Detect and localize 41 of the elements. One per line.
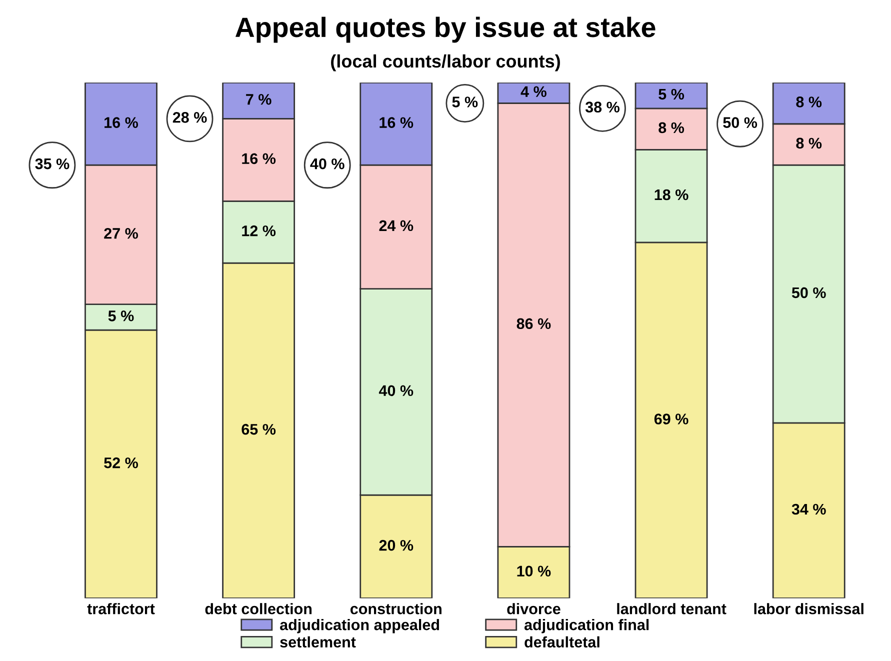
data-label: 65 % — [242, 424, 276, 435]
x-tick-label: labor dismissal — [754, 603, 864, 614]
x-tick-label: landlord tenant — [617, 603, 726, 614]
data-label: 24 % — [379, 220, 414, 232]
legend-label: adjudication final — [524, 619, 649, 634]
annotation: 40 % — [310, 158, 344, 170]
legend-label: defaultetal — [524, 636, 600, 648]
data-label: 52 % — [104, 457, 138, 468]
annotation: 28 % — [172, 112, 207, 123]
data-label: 4 % — [520, 86, 546, 98]
data-label: 34 % — [792, 504, 826, 515]
annotation: 50 % — [723, 117, 758, 128]
annotation: 35 % — [35, 158, 70, 170]
legend-label: adjudication appealed — [280, 619, 439, 634]
data-label: 12 % — [242, 225, 276, 236]
data-label: 8 % — [796, 96, 822, 108]
data-label: 5 % — [658, 88, 684, 100]
annotation: 38 % — [585, 102, 620, 113]
x-tick-label: divorce — [507, 603, 560, 614]
data-label: 16 % — [380, 117, 414, 128]
data-label: 10 % — [517, 566, 551, 577]
x-tick-label: construction — [350, 603, 442, 614]
data-label: 40 % — [378, 385, 414, 396]
data-label: 16 % — [242, 153, 276, 164]
data-label: 69 % — [654, 414, 688, 424]
data-label: 7 % — [246, 94, 272, 105]
data-label: 5 % — [108, 310, 134, 322]
data-label: 8 % — [658, 122, 684, 134]
data-label: 27 % — [104, 228, 138, 239]
data-label: 50 % — [792, 287, 826, 298]
x-tick-label: traffictort — [87, 603, 155, 614]
chart-subtitle: (local counts/labor counts) — [331, 54, 560, 72]
data-label: 18 % — [654, 189, 688, 200]
data-label: 20 % — [379, 540, 414, 551]
legend-label: settlement — [280, 636, 356, 648]
annotation: 5 % — [452, 96, 478, 108]
data-label: 86 % — [516, 318, 551, 330]
x-tick-label: debt collection — [205, 603, 312, 614]
data-label: 8 % — [796, 138, 822, 149]
data-label: 16 % — [104, 117, 138, 128]
chart-title: Appeal quotes by issue at stake — [235, 16, 656, 43]
